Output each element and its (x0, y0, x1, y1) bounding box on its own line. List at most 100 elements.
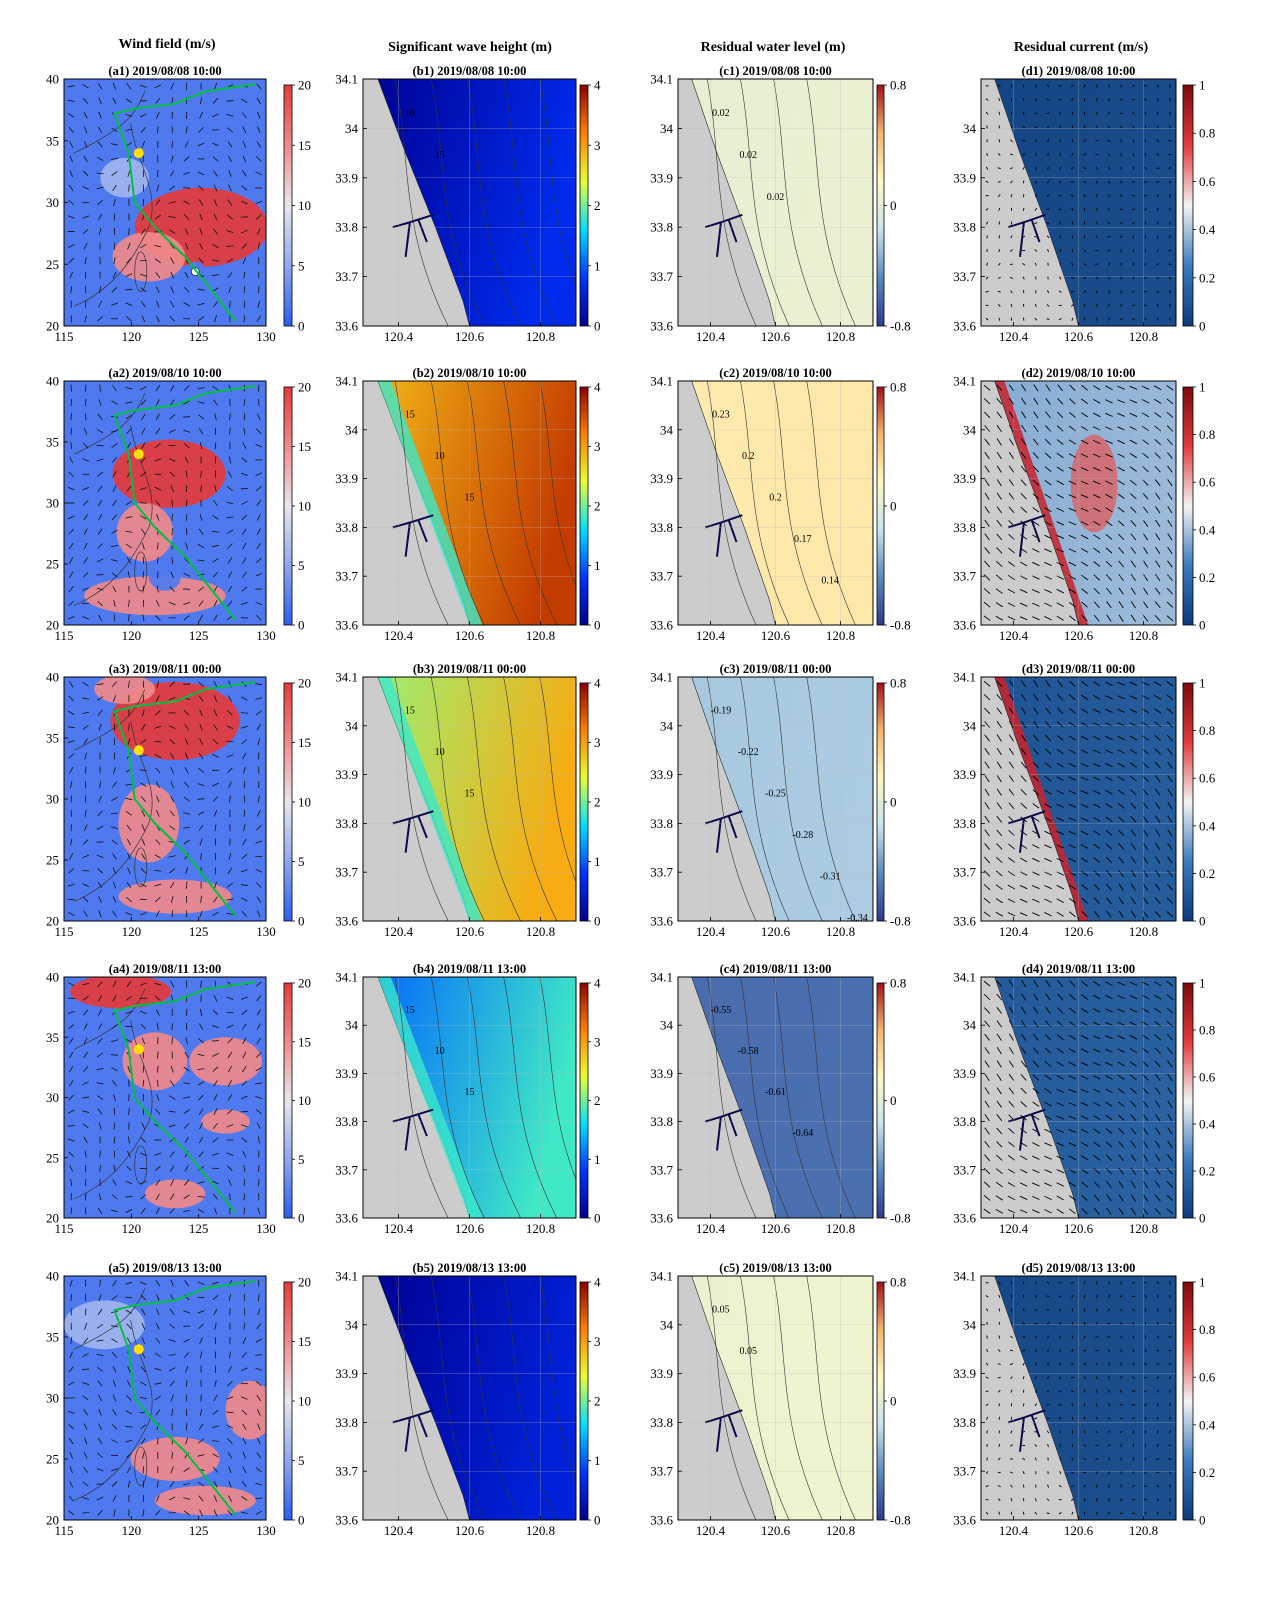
current-arrow (1034, 249, 1038, 252)
colorbar-tick-label: 0.8 (890, 676, 906, 691)
current-arrow (1155, 802, 1161, 810)
current-arrow (1031, 589, 1040, 594)
wind-arrow (98, 614, 102, 622)
colorbar-tick-label: 0 (890, 795, 897, 810)
current-arrow (1032, 803, 1040, 809)
x-tick-label: 120.4 (999, 628, 1029, 643)
y-tick-label: 33.6 (650, 1513, 673, 1528)
current-arrow (1141, 981, 1150, 986)
colorbar (283, 386, 293, 626)
wind-arrow (140, 1381, 147, 1386)
current-arrow (1081, 588, 1088, 594)
colorbar (1182, 682, 1194, 922)
current-arrow (1167, 1154, 1173, 1162)
current-arrow (1130, 897, 1136, 905)
wind-arrow (212, 1025, 219, 1029)
colorbar-tick-label: 0.6 (1199, 1370, 1216, 1385)
current-arrow (1010, 1444, 1013, 1447)
panel-title: (c4) 2019/08/11 13:00 (720, 962, 832, 976)
current-arrow (1093, 981, 1101, 987)
current-arrow (1020, 761, 1027, 769)
wind-arrow (198, 586, 205, 592)
colorbar-tick-label: 0.8 (890, 78, 906, 93)
current-arrow (1056, 1169, 1065, 1174)
x-tick-label: 130 (256, 924, 276, 939)
current-arrow (1034, 222, 1038, 225)
current-arrow (1034, 152, 1037, 157)
level-map: 0.050.05 (678, 1276, 873, 1520)
current-arrow (1083, 1444, 1086, 1447)
wind-arrow (212, 754, 219, 758)
current-arrow (1032, 775, 1040, 782)
current-arrow (1129, 762, 1137, 768)
current-arrow (1034, 1349, 1037, 1353)
current-arrow (1080, 494, 1089, 499)
colorbar-tick-label: 0.4 (1199, 1117, 1216, 1132)
wind-arrow (140, 515, 147, 520)
current-arrow (1166, 615, 1174, 622)
y-tick-label: 30 (46, 792, 59, 807)
colorbar-tick-label: 4 (594, 1275, 601, 1290)
current-arrow (1092, 1048, 1101, 1053)
x-tick-label: 120.6 (761, 1221, 791, 1236)
wind-arrow (154, 1395, 161, 1401)
wind-arrow (141, 542, 145, 550)
colorbar-tick-label: 0 (594, 618, 601, 633)
wind-speed-area (110, 681, 240, 760)
current-arrow (1120, 1443, 1123, 1447)
current-arrow (996, 761, 1002, 769)
wind-arrow (96, 1067, 104, 1071)
wind-arrow (96, 1353, 104, 1357)
wind-arrow (112, 385, 117, 392)
current-arrow (1032, 479, 1040, 486)
wind-speed-area (201, 1109, 250, 1134)
wind-arrow (156, 1094, 160, 1101)
colorbar-tick-label: 5 (298, 854, 305, 869)
wind-arrow (169, 1308, 175, 1315)
current-arrow (1059, 1416, 1062, 1420)
wind-arrow (68, 1094, 74, 1101)
y-tick-label: 33.7 (953, 1162, 976, 1177)
y-tick-label: 20 (46, 1211, 59, 1226)
current-arrow (998, 248, 1001, 253)
wind-arrow (257, 242, 260, 250)
x-tick-label: 120.4 (999, 329, 1029, 344)
current-arrow (1106, 1181, 1112, 1188)
wind-arrow (96, 683, 104, 686)
current-arrow (1068, 507, 1077, 512)
wind-arrow (154, 84, 162, 89)
contour-line (539, 677, 576, 884)
current-arrow (1031, 1182, 1040, 1187)
current-arrow (1032, 830, 1040, 836)
colorbar-tick-label: 0 (1199, 914, 1206, 929)
wind-arrow (97, 1509, 103, 1516)
current-arrow (1093, 803, 1101, 808)
current-arrow (1129, 708, 1138, 713)
current-arrow (1107, 1417, 1111, 1420)
current-arrow (1046, 1498, 1050, 1502)
current-arrow (984, 815, 990, 823)
current-arrow (984, 843, 990, 850)
wind-arrow (229, 1193, 231, 1201)
current-arrow (1107, 249, 1111, 252)
current-arrow (1156, 194, 1159, 198)
wind-arrow (126, 981, 132, 988)
current-arrow (1059, 1471, 1062, 1475)
current-arrow (1119, 235, 1123, 239)
current-arrow (1068, 1195, 1076, 1201)
y-tick-label: 34.1 (335, 970, 358, 985)
wind-arrow (112, 585, 117, 593)
current-arrow (1059, 1321, 1062, 1326)
wind-arrow (154, 258, 161, 263)
wind-arrow (212, 156, 219, 162)
current-arrow (1059, 276, 1062, 280)
current-arrow (1080, 844, 1089, 849)
current-arrow (1008, 411, 1015, 419)
x-tick-label: 120.8 (526, 924, 555, 939)
current-arrow (1120, 180, 1122, 184)
current-arrow (1106, 883, 1112, 891)
current-arrow (1142, 546, 1149, 555)
y-tick-label: 40 (46, 374, 59, 389)
current-arrow (1093, 994, 1101, 1000)
wind-arrow (256, 724, 261, 731)
